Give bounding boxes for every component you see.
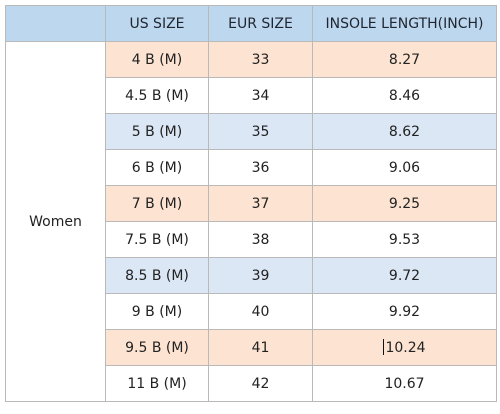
table-row: 4.5 B (M) 34 8.46 [6,77,497,114]
table-row: 7 B (M) 37 9.25 [6,185,497,222]
insole-length-cell[interactable]: 9.25 [312,185,497,222]
insole-length-cell[interactable]: 9.06 [312,149,497,186]
size-chart-table: US SIZE EUR SIZE INSOLE LENGTH(INCH) Wom… [5,5,497,402]
table-row: 8.5 B (M) 39 9.72 [6,257,497,294]
table-row: 11 B (M) 42 10.67 [6,365,497,402]
text-cursor [383,338,385,355]
eur-size-cell[interactable]: 41 [208,329,313,366]
eur-size-cell[interactable]: 39 [208,257,313,294]
table-row: Women 4 B (M) 33 8.27 [5,41,497,402]
eur-size-cell[interactable]: 40 [208,293,313,330]
us-size-cell[interactable]: 4 B (M) [105,41,209,78]
header-us-size[interactable]: US SIZE [105,5,209,42]
insole-length-cell[interactable]: 8.62 [312,113,497,150]
eur-size-cell[interactable]: 37 [208,185,313,222]
table-row: 5 B (M) 35 8.62 [6,113,497,150]
insole-length-value: 10.24 [385,339,426,356]
us-size-cell[interactable]: 7 B (M) [105,185,209,222]
us-size-cell[interactable]: 4.5 B (M) [105,77,209,114]
insole-length-cell[interactable]: 9.53 [312,221,497,258]
us-size-cell[interactable]: 6 B (M) [105,149,209,186]
header-corner-cell[interactable] [5,5,106,42]
header-row: US SIZE EUR SIZE INSOLE LENGTH(INCH) [5,5,497,42]
us-size-cell[interactable]: 9 B (M) [105,293,209,330]
header-eur-size[interactable]: EUR SIZE [208,5,313,42]
eur-size-cell[interactable]: 34 [208,77,313,114]
us-size-cell[interactable]: 5 B (M) [105,113,209,150]
insole-length-cell[interactable]: 8.27 [312,41,497,78]
eur-size-cell[interactable]: 33 [208,41,313,78]
table-row: 7.5 B (M) 38 9.53 [6,221,497,258]
insole-length-cell[interactable]: 9.72 [312,257,497,294]
table-row: 9.5 B (M) 41 10.24 [6,329,497,366]
insole-length-cell[interactable]: 10.67 [312,365,497,402]
insole-length-cell-active[interactable]: 10.24 [312,329,497,366]
table-row: 9 B (M) 40 9.92 [6,293,497,330]
eur-size-cell[interactable]: 36 [208,149,313,186]
us-size-cell[interactable]: 11 B (M) [105,365,209,402]
eur-size-cell[interactable]: 38 [208,221,313,258]
table-row: 6 B (M) 36 9.06 [6,149,497,186]
eur-size-cell[interactable]: 42 [208,365,313,402]
eur-size-cell[interactable]: 35 [208,113,313,150]
us-size-cell[interactable]: 8.5 B (M) [105,257,209,294]
category-cell-women[interactable]: Women [5,41,106,402]
insole-length-cell[interactable]: 8.46 [312,77,497,114]
us-size-cell[interactable]: 9.5 B (M) [105,329,209,366]
us-size-cell[interactable]: 7.5 B (M) [105,221,209,258]
insole-length-cell[interactable]: 9.92 [312,293,497,330]
header-insole-length[interactable]: INSOLE LENGTH(INCH) [312,5,497,42]
